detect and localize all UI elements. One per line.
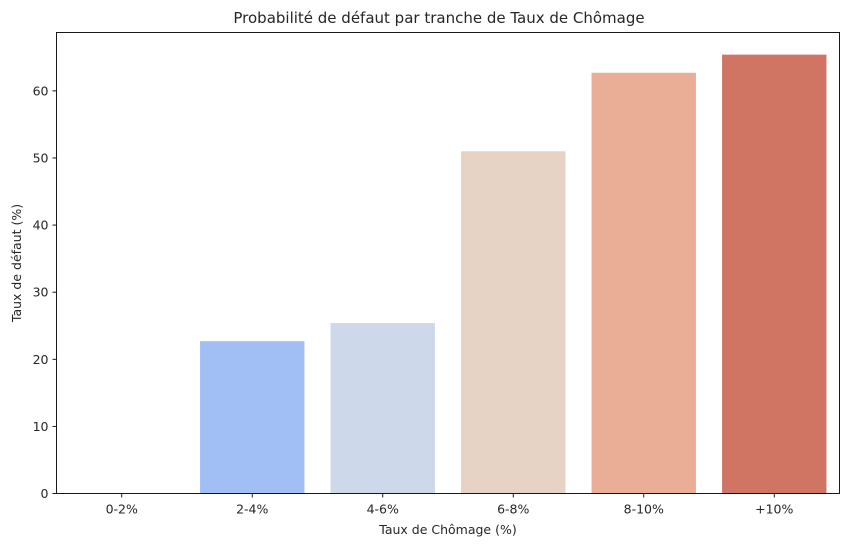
bar-4 xyxy=(591,72,696,494)
x-tick-label: 0-2% xyxy=(106,502,138,517)
x-axis-ticks: 0-2% 2-4% 4-6% 6-8% 8-10% +10% xyxy=(106,493,793,517)
y-tick-label: 50 xyxy=(33,150,49,165)
plot-frame xyxy=(56,32,840,494)
y-tick-label: 0 xyxy=(41,486,49,501)
y-tick-label: 30 xyxy=(33,285,49,300)
chart-title: Probabilité de défaut par tranche de Tau… xyxy=(233,9,644,27)
y-tick-label: 20 xyxy=(33,352,49,367)
y-axis-label: Taux de défaut (%) xyxy=(9,204,24,323)
x-tick-label: 8-10% xyxy=(624,502,664,517)
y-tick-label: 40 xyxy=(33,218,49,233)
bar-2 xyxy=(330,323,435,494)
x-tick-label: +10% xyxy=(755,502,793,517)
x-tick-label: 4-6% xyxy=(367,502,399,517)
bar-5 xyxy=(722,54,827,494)
bars-group xyxy=(200,54,827,494)
x-tick-label: 2-4% xyxy=(236,502,268,517)
bar-3 xyxy=(461,151,566,494)
bar-1 xyxy=(200,341,305,494)
x-tick-label: 6-8% xyxy=(497,502,529,517)
x-axis-label: Taux de Chômage (%) xyxy=(378,522,516,537)
y-axis-ticks: 0 10 20 30 40 50 60 xyxy=(33,83,57,501)
y-tick-label: 10 xyxy=(33,419,49,434)
y-tick-label: 60 xyxy=(33,83,49,98)
